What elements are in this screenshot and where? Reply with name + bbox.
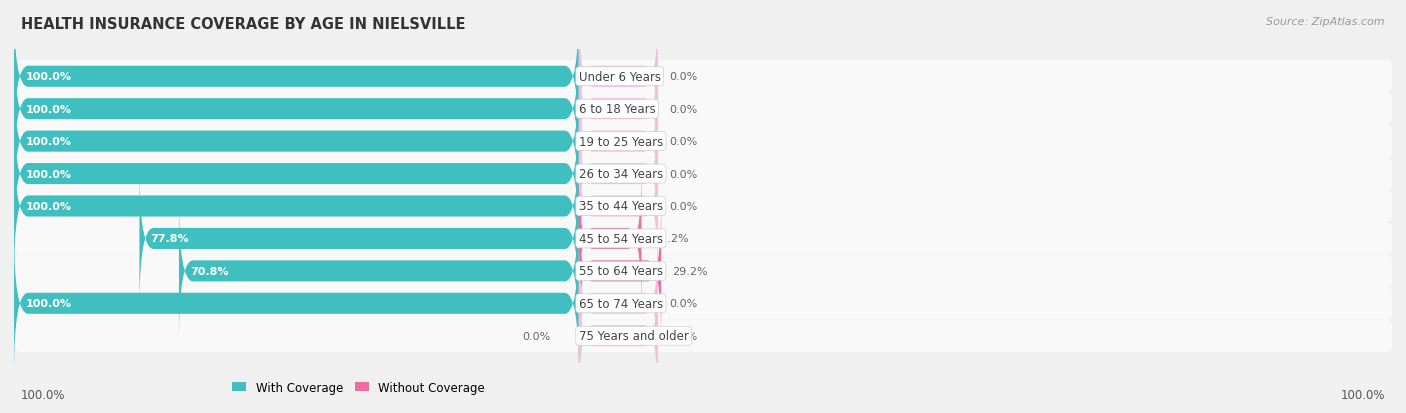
FancyBboxPatch shape [3, 223, 1403, 385]
Text: 45 to 54 Years: 45 to 54 Years [579, 233, 662, 245]
Text: 22.2%: 22.2% [652, 234, 689, 244]
FancyBboxPatch shape [14, 136, 579, 277]
Text: 100.0%: 100.0% [25, 202, 72, 211]
FancyBboxPatch shape [14, 71, 579, 212]
FancyBboxPatch shape [3, 0, 1403, 158]
Text: 65 to 74 Years: 65 to 74 Years [579, 297, 664, 310]
FancyBboxPatch shape [3, 28, 1403, 190]
Text: 6 to 18 Years: 6 to 18 Years [579, 103, 655, 116]
Text: 0.0%: 0.0% [669, 72, 697, 82]
FancyBboxPatch shape [579, 39, 658, 180]
Text: 19 to 25 Years: 19 to 25 Years [579, 135, 664, 148]
FancyBboxPatch shape [579, 104, 658, 244]
FancyBboxPatch shape [14, 39, 579, 180]
Text: 70.8%: 70.8% [190, 266, 229, 276]
Text: 29.2%: 29.2% [672, 266, 709, 276]
FancyBboxPatch shape [14, 233, 579, 374]
Text: 0.0%: 0.0% [522, 331, 551, 341]
Text: 0.0%: 0.0% [669, 331, 697, 341]
FancyBboxPatch shape [579, 71, 658, 212]
Text: 100.0%: 100.0% [25, 104, 72, 114]
Text: 0.0%: 0.0% [669, 137, 697, 147]
Text: 100.0%: 100.0% [21, 388, 66, 401]
Text: 75 Years and older: 75 Years and older [579, 330, 689, 342]
Legend: With Coverage, Without Coverage: With Coverage, Without Coverage [228, 376, 489, 399]
Text: 100.0%: 100.0% [25, 72, 72, 82]
Text: 0.0%: 0.0% [669, 299, 697, 309]
Text: Under 6 Years: Under 6 Years [579, 71, 661, 83]
FancyBboxPatch shape [3, 61, 1403, 223]
Text: 100.0%: 100.0% [25, 299, 72, 309]
FancyBboxPatch shape [3, 190, 1403, 352]
Text: HEALTH INSURANCE COVERAGE BY AGE IN NIELSVILLE: HEALTH INSURANCE COVERAGE BY AGE IN NIEL… [21, 17, 465, 31]
Text: 100.0%: 100.0% [25, 137, 72, 147]
FancyBboxPatch shape [579, 169, 641, 309]
Text: 77.8%: 77.8% [150, 234, 190, 244]
FancyBboxPatch shape [579, 136, 658, 277]
FancyBboxPatch shape [579, 7, 658, 147]
Text: 55 to 64 Years: 55 to 64 Years [579, 265, 662, 278]
Text: 0.0%: 0.0% [669, 104, 697, 114]
FancyBboxPatch shape [14, 7, 579, 147]
Text: 0.0%: 0.0% [669, 169, 697, 179]
Text: 0.0%: 0.0% [669, 202, 697, 211]
FancyBboxPatch shape [579, 233, 658, 374]
FancyBboxPatch shape [3, 93, 1403, 255]
FancyBboxPatch shape [579, 266, 658, 406]
FancyBboxPatch shape [14, 104, 579, 244]
FancyBboxPatch shape [139, 169, 579, 309]
Text: 100.0%: 100.0% [25, 169, 72, 179]
FancyBboxPatch shape [3, 158, 1403, 320]
FancyBboxPatch shape [579, 201, 661, 342]
FancyBboxPatch shape [179, 201, 579, 342]
Text: 35 to 44 Years: 35 to 44 Years [579, 200, 662, 213]
FancyBboxPatch shape [3, 126, 1403, 287]
Text: 100.0%: 100.0% [1340, 388, 1385, 401]
FancyBboxPatch shape [3, 255, 1403, 413]
Text: Source: ZipAtlas.com: Source: ZipAtlas.com [1267, 17, 1385, 26]
Text: 26 to 34 Years: 26 to 34 Years [579, 168, 664, 180]
